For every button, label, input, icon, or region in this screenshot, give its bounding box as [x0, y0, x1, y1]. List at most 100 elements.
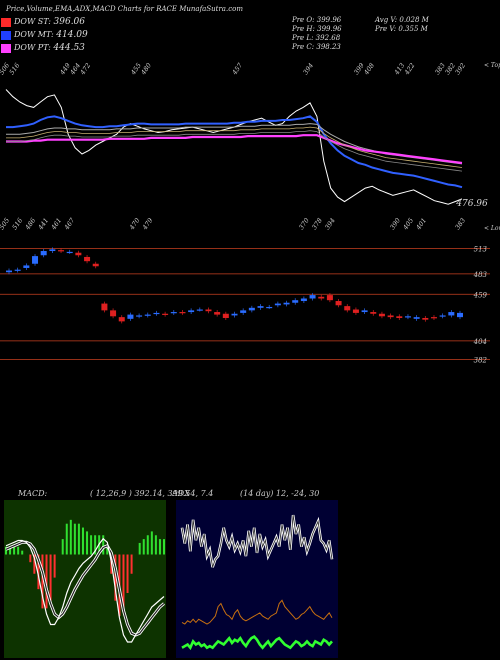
- top-label: 472: [78, 61, 92, 77]
- adx-panel: ADX (14 day) 12, -24, 30: [171, 489, 338, 658]
- candle-body: [387, 315, 394, 318]
- candle-body: [170, 312, 177, 314]
- candle-body: [352, 309, 359, 313]
- candle-body: [214, 312, 221, 315]
- macd-hist-bar: [90, 535, 93, 555]
- macd-hist-bar: [102, 535, 105, 555]
- top-label: 457: [230, 61, 245, 77]
- pre-high: Pre H: 399.96: [292, 25, 342, 33]
- adx-params: (14 day) 12, -24, 30: [240, 489, 319, 498]
- candle-body: [257, 306, 264, 308]
- macd-hist-bar: [122, 554, 125, 609]
- candle-body: [240, 310, 247, 313]
- macd-signal-line: [5, 541, 165, 636]
- bottom-label: 383: [454, 216, 468, 231]
- macd-hist-bar: [126, 554, 129, 593]
- legend-swatch-mt: [1, 30, 11, 40]
- macd-hist-bar: [45, 554, 48, 609]
- pre-volume: Pre V: 0.355 M: [375, 25, 428, 33]
- bottom-label: 394: [323, 216, 337, 231]
- macd-hist-bar: [86, 531, 89, 555]
- ema-line-faint: [6, 130, 463, 172]
- candle-body: [430, 317, 437, 319]
- bottom-labels: 505 516 486 441 461 467 470 479 370 378 394 390 405 4…: [0, 216, 500, 232]
- candle-body: [162, 313, 169, 315]
- candle-body: [6, 270, 12, 273]
- top-label: 392: [454, 61, 468, 76]
- candle-body: [75, 252, 82, 256]
- bottom-label: 461: [49, 216, 63, 232]
- macd-hist-bar: [73, 523, 76, 555]
- candle-body: [370, 312, 377, 314]
- level-label: 483: [473, 271, 488, 279]
- legend-swatch-st: [1, 17, 11, 27]
- candle-body: [58, 250, 65, 252]
- candle-body: [110, 310, 117, 317]
- candle-body: [205, 309, 212, 312]
- candle-body: [457, 312, 463, 318]
- bottom-label: 505: [0, 216, 11, 231]
- candle-body: [292, 300, 299, 303]
- lows-label: < Lows: [484, 225, 500, 232]
- adx-di-minus-line: [181, 599, 333, 625]
- candle-body: [309, 295, 316, 299]
- macd-hist-bar: [65, 523, 68, 555]
- candle-body: [40, 251, 47, 256]
- legend-dow-pt: DOW PT: 444.53: [0, 43, 85, 53]
- price-ema-panel: 476.96: [5, 89, 488, 209]
- candle-body: [84, 256, 91, 262]
- macd-title: MACD:: [17, 489, 48, 498]
- macd-hist-bar: [130, 554, 133, 574]
- candle-body: [32, 256, 39, 264]
- level-label: 404: [473, 338, 487, 346]
- macd-hist-bar: [41, 554, 44, 609]
- candle-body: [283, 302, 290, 305]
- pre-low: Pre L: 392.68: [292, 34, 341, 42]
- candle-body: [196, 309, 203, 311]
- candle-body: [248, 307, 255, 311]
- top-label: 506: [0, 61, 11, 76]
- macd-hist-bar: [150, 531, 153, 555]
- candle-body: [422, 317, 429, 320]
- candle-body: [14, 269, 21, 271]
- bottom-label: 441: [36, 216, 50, 232]
- bottom-label: 378: [310, 216, 324, 231]
- candle-body: [23, 265, 30, 268]
- macd-hist-bar: [29, 554, 32, 563]
- candle-body: [188, 310, 195, 313]
- macd-hist-bar: [154, 535, 157, 555]
- bottom-label: 486: [23, 216, 37, 232]
- macd-hist-bar: [17, 546, 20, 555]
- legend-swatch-pt: [1, 43, 11, 53]
- candle-body: [101, 303, 108, 311]
- pre-close: Pre C: 398.23: [292, 43, 341, 51]
- candle-body: [361, 310, 368, 313]
- candle-body: [318, 296, 325, 299]
- macd-hist-bar: [77, 523, 80, 555]
- pre-open: Pre O: 399.96: [292, 16, 342, 24]
- avg-volume: Avg V: 0.028 M: [375, 16, 429, 24]
- candle-body: [274, 303, 281, 306]
- adx-di-plus-line: [181, 515, 333, 568]
- macd-hist-bar: [163, 539, 165, 555]
- adx-title: ADX: [171, 489, 190, 498]
- bottom-label: 390: [388, 216, 402, 231]
- ema-line: [6, 123, 463, 165]
- candle-body: [335, 301, 342, 306]
- macd-hist-bar: [158, 539, 161, 555]
- bottom-label: 370: [297, 216, 311, 231]
- candle-body: [378, 313, 385, 317]
- macd-line: [5, 537, 165, 643]
- candle-body: [92, 263, 99, 267]
- macd-hist-bar: [9, 546, 12, 555]
- candle-body: [448, 312, 455, 316]
- candle-body: [222, 313, 229, 318]
- macd-hist-bar: [37, 554, 40, 590]
- candle-body: [266, 306, 273, 309]
- macd-hist-bar: [142, 539, 145, 555]
- macd-hist-bar: [13, 546, 16, 555]
- macd-hist-bar: [21, 550, 24, 555]
- top-label: 422: [402, 61, 416, 77]
- adx-background: [176, 500, 338, 658]
